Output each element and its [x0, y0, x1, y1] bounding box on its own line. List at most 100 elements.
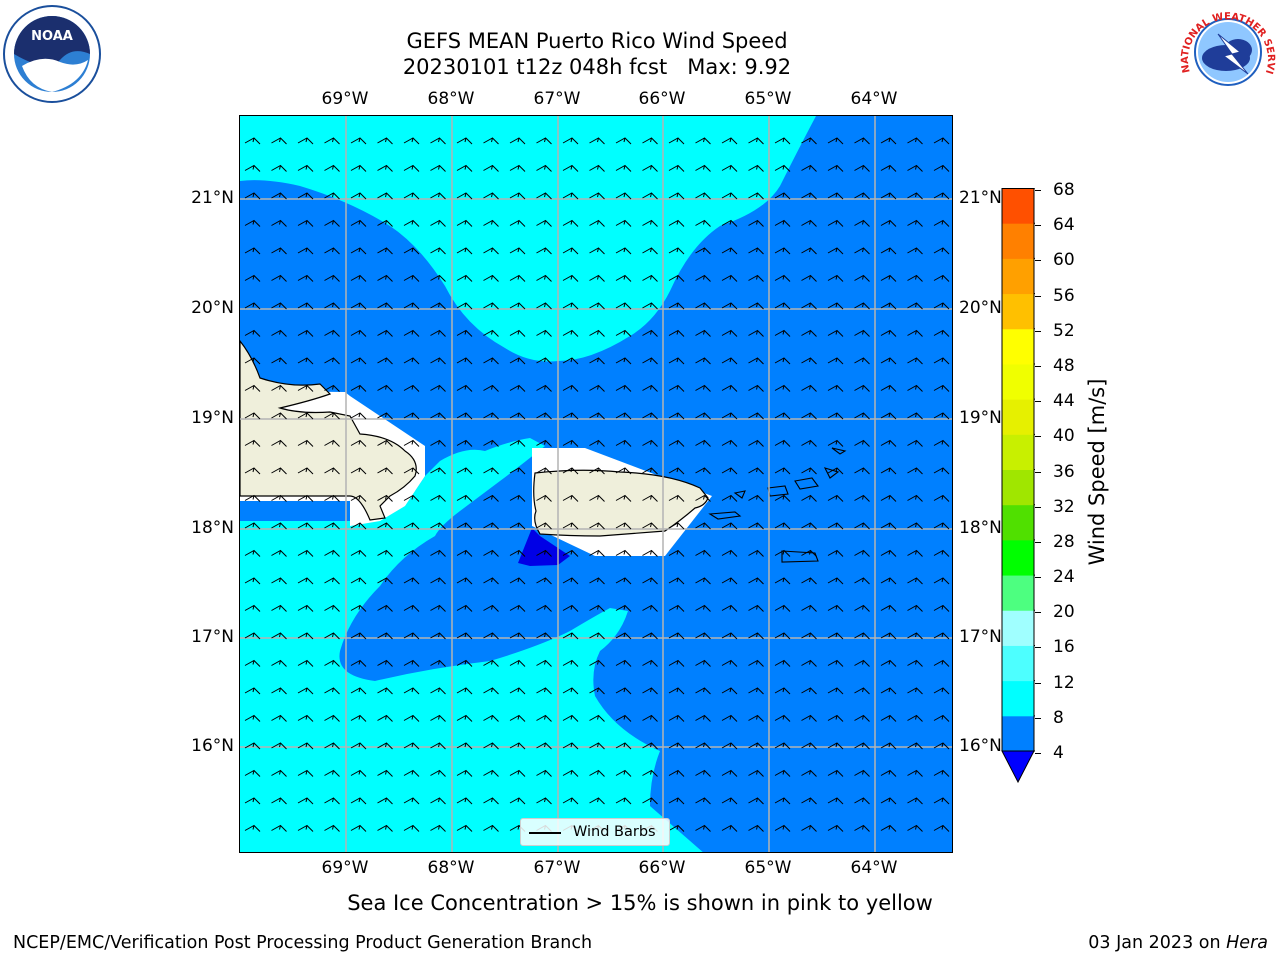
wind-barb — [721, 577, 738, 585]
wind-barb — [509, 137, 526, 145]
wind-barb — [774, 632, 791, 640]
wind-barb — [509, 742, 526, 750]
wind-barb — [748, 412, 764, 420]
wind-barb — [271, 192, 287, 200]
wind-barb — [244, 247, 261, 255]
wind-barb — [695, 302, 711, 310]
wind-barb — [801, 577, 817, 585]
wind-barb — [562, 357, 579, 365]
wind-barb — [615, 412, 632, 420]
colorbar-tick-mark — [1035, 647, 1041, 649]
wind-barb — [907, 192, 923, 200]
wind-barb — [483, 247, 499, 255]
wind-barb — [430, 467, 446, 475]
wind-barb — [933, 247, 950, 255]
colorbar-tick-mark — [1035, 436, 1041, 438]
wind-barb — [403, 467, 420, 475]
wind-barb — [536, 659, 552, 667]
wind-barb — [350, 522, 367, 530]
wind-barb — [297, 577, 314, 585]
wind-barb — [827, 412, 844, 420]
wind-barb — [430, 522, 446, 530]
wind-barb — [377, 412, 393, 420]
wind-barb — [801, 467, 817, 475]
wind-barb — [430, 549, 446, 557]
wind-barb — [642, 164, 658, 172]
wind-barb — [456, 522, 473, 530]
wind-barb — [801, 797, 817, 805]
wind-barb — [509, 439, 526, 447]
wind-barb — [721, 714, 738, 722]
wind-barb — [695, 522, 711, 530]
wind-barb — [244, 687, 261, 695]
wind-barb — [642, 137, 658, 145]
colorbar-tick-mark — [1035, 612, 1041, 614]
wind-barb — [377, 659, 393, 667]
wind-barb — [907, 494, 923, 502]
wind-barb — [721, 302, 738, 310]
sea-ice-note: Sea Ice Concentration > 15% is shown in … — [347, 891, 933, 915]
wind-barb — [403, 439, 420, 447]
wind-barb — [642, 412, 658, 420]
wind-barb — [562, 522, 579, 530]
colorbar-tick-mark — [1035, 295, 1041, 297]
wind-barb — [324, 742, 340, 750]
wind-barb — [774, 467, 791, 475]
wind-barb — [695, 742, 711, 750]
wind-barb — [801, 659, 817, 667]
wind-barb — [483, 687, 499, 695]
wind-barb — [615, 577, 632, 585]
wind-barb — [748, 137, 764, 145]
wind-barb — [430, 384, 446, 392]
wind-barb — [642, 632, 658, 640]
colorbar-bin — [1002, 363, 1034, 400]
wind-barb — [297, 164, 314, 172]
wind-barb — [642, 687, 658, 695]
wind-barb — [377, 384, 393, 392]
wind-barb — [350, 742, 367, 750]
wind-barb — [642, 577, 658, 585]
wind-barb — [244, 439, 261, 447]
wind-barb — [695, 824, 711, 832]
wind-barb — [589, 384, 605, 392]
wind-barb — [536, 797, 552, 805]
wind-barb — [350, 494, 367, 502]
wind-barb — [827, 164, 844, 172]
wind-barb — [562, 247, 579, 255]
wind-barb — [854, 467, 870, 475]
wind-barb — [377, 714, 393, 722]
lat-label-right: 16°N — [959, 736, 1002, 756]
lon-label-top: 64°W — [850, 89, 898, 109]
wind-barb — [721, 604, 738, 612]
wind-barb — [907, 522, 923, 530]
wind-barb — [324, 219, 340, 227]
wind-barb — [827, 137, 844, 145]
wind-barb — [721, 164, 738, 172]
wind-barb — [483, 742, 499, 750]
wind-barb — [774, 329, 791, 337]
colorbar-tick-label: 8 — [1053, 707, 1064, 728]
wind-barb — [456, 274, 473, 282]
wind-barb — [854, 329, 870, 337]
wind-barb — [324, 274, 340, 282]
wind-barb — [430, 247, 446, 255]
wind-barb — [827, 219, 844, 227]
wind-barb — [350, 412, 367, 420]
wind-barb — [854, 302, 870, 310]
wind-barb — [880, 604, 897, 612]
wind-barb — [589, 329, 605, 337]
wind-barb — [430, 577, 446, 585]
wind-barb — [324, 412, 340, 420]
wind-barb — [350, 219, 367, 227]
wind-barb — [748, 522, 764, 530]
wind-barb — [562, 274, 579, 282]
wind-barb — [827, 824, 844, 832]
colorbar-bin — [1002, 645, 1034, 682]
colorbar-tick-label: 4 — [1053, 743, 1064, 763]
wind-barb — [801, 137, 817, 145]
wind-barb — [430, 714, 446, 722]
lat-label-right: 19°N — [959, 408, 1002, 428]
wind-barb — [668, 274, 685, 282]
wind-barb — [721, 632, 738, 640]
wind-barb — [615, 549, 632, 557]
